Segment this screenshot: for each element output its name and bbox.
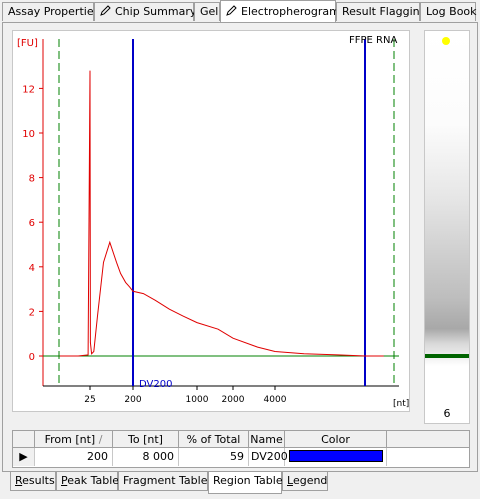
tab-label: Assay Properties [8,5,100,18]
electropherogram-trace [59,70,384,357]
region-table[interactable]: From [nt] / To [nt] % of Total Name Colo… [12,430,470,468]
x-axis-unit-label: [nt] [393,399,409,409]
cell-name[interactable]: DV200 [249,448,288,466]
tab-label: Chip Summary [115,5,197,18]
x-tick-label: 200 [124,395,141,405]
x-tick-label: 4000 [264,395,287,405]
row-selector[interactable]: ▶ [13,448,35,466]
column-header-empty [387,431,469,448]
chart-canvas: 0 2 4 6 8 10 12 25 200 1000 2000 4000 [FU] [nt] FFP… [17,35,409,409]
region-label: DV200 [139,379,172,390]
row-header-corner [13,431,35,448]
tab-fragment-table[interactable]: Fragment Table [118,472,208,491]
tab-label: eak Table [67,474,120,487]
y-tick-label: 4 [29,263,35,274]
tab-gel[interactable]: Gel [194,2,220,21]
cell-color[interactable] [285,448,387,466]
tab-assay-properties[interactable]: Assay Properties [2,2,99,21]
tab-label: Electropherogram [241,5,340,18]
cell-to[interactable]: 8 000 [113,448,179,466]
sample-name-label: FFPE RNA [349,35,397,46]
tab-label: Region Table [213,474,283,487]
column-header-from[interactable]: From [nt] / [35,431,113,448]
cell-from[interactable]: 200 [35,448,113,466]
x-tick-label: 25 [84,395,95,405]
tab-accelerator: R [15,474,23,487]
top-tab-bar: Assay Properties Chip Summary Gel Electr… [0,0,480,23]
tab-electropherogram[interactable]: Electropherogram [220,0,340,23]
x-tick-label: 2000 [222,395,245,405]
tab-peak-table[interactable]: Peak Table [56,472,120,491]
tab-region-table[interactable]: Region Table [208,472,283,494]
y-tick-label: 12 [22,84,35,95]
gel-lane [425,31,469,403]
x-tick-label: 1000 [186,395,209,405]
tab-results[interactable]: Results [10,472,56,491]
column-header-to[interactable]: To [nt] [113,431,179,448]
tab-log-book[interactable]: Log Book [420,2,477,21]
tab-accelerator: P [61,474,68,487]
y-tick-label: 6 [29,218,35,229]
y-tick-label: 2 [29,307,35,318]
column-header-label: From [nt] [44,433,96,446]
tab-label: Log Book [426,5,477,18]
tab-label: egend [292,474,328,487]
tab-accelerator: L [287,474,293,487]
bottom-tab-bar: Results Peak Table Fragment Table Region… [0,472,480,496]
tab-label: esults [22,474,55,487]
electropherogram-plot[interactable]: 0 2 4 6 8 10 12 25 200 1000 2000 4000 [FU] [nt] FFP… [12,30,410,412]
gel-lane-number: 6 [443,407,451,420]
y-tick-label: 0 [29,352,35,363]
y-axis-unit-label: [FU] [17,38,38,49]
column-header-color[interactable]: Color [285,431,387,448]
column-header-name[interactable]: Name [249,431,285,448]
tab-label: Fragment Table [123,474,208,487]
gel-marker-dot [442,37,450,45]
column-header-percent[interactable]: % of Total [179,431,249,448]
sort-indicator: / [98,433,103,446]
tab-chip-summary[interactable]: Chip Summary [94,2,197,21]
tab-label: Result Flagging [342,5,427,18]
current-row-arrow-icon: ▶ [19,450,28,463]
gel-strip[interactable]: 6 [424,30,470,424]
tab-result-flagging[interactable]: Result Flagging [336,2,427,21]
cell-percent[interactable]: 59 [179,448,249,466]
y-tick-label: 10 [22,129,35,140]
gel-marker-band [425,354,469,358]
tab-label: Gel [200,5,219,18]
color-swatch[interactable] [289,450,383,462]
y-tick-label: 8 [29,174,35,185]
pencil-icon [100,5,111,16]
tab-legend[interactable]: Legend [282,472,328,491]
pencil-icon [226,5,237,16]
